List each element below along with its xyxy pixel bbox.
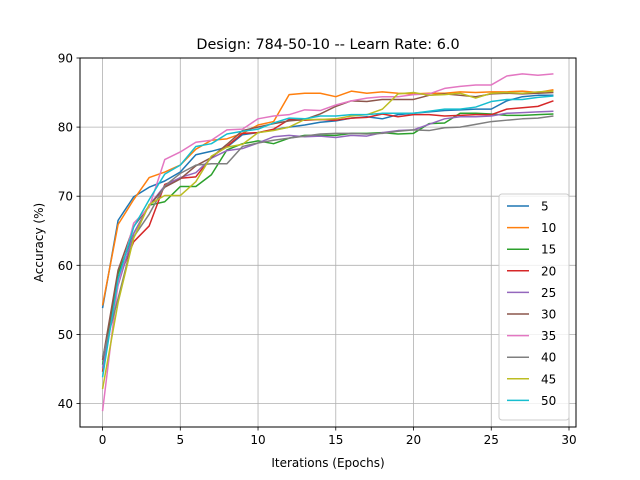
- series-line-40: [101, 115, 554, 358]
- y-axis-label: Accuracy (%): [32, 203, 46, 282]
- series-line-50: [101, 95, 554, 378]
- x-tick-label: 25: [484, 433, 499, 447]
- legend: 5 10 15 20 25 30 35 40 45 50: [498, 193, 570, 421]
- x-tick-label: 5: [176, 433, 184, 447]
- legend-box: [498, 193, 570, 421]
- y-tick-label: 80: [58, 121, 73, 135]
- legend-label-25: 25: [541, 286, 556, 300]
- y-tick-label: 90: [58, 52, 73, 66]
- series-line-5: [101, 94, 554, 309]
- y-tick-label: 60: [58, 259, 73, 273]
- x-tick-label: 15: [328, 433, 343, 447]
- legend-label-20: 20: [541, 264, 556, 278]
- x-tick-label: 10: [250, 433, 265, 447]
- legend-label-10: 10: [541, 221, 556, 235]
- legend-label-50: 50: [541, 394, 556, 408]
- x-axis-label: Iterations (Epochs): [271, 456, 384, 470]
- legend-label-15: 15: [541, 243, 556, 257]
- legend-label-30: 30: [541, 308, 556, 322]
- y-tick-label: 40: [58, 397, 73, 411]
- y-tick-label: 50: [58, 328, 73, 342]
- chart-title: Design: 784-50-10 -- Learn Rate: 6.0: [196, 37, 459, 53]
- x-tick-label: 30: [561, 433, 576, 447]
- plot-frame: [79, 57, 577, 428]
- series-line-25: [101, 110, 554, 369]
- legend-label-5: 5: [541, 200, 549, 214]
- axis-ticks: 0 5 10 15 20 25 30 40 50 60 70 80 90: [58, 52, 577, 448]
- series-line-35: [101, 73, 554, 412]
- legend-label-40: 40: [541, 351, 556, 365]
- series-lines: [101, 73, 554, 412]
- x-tick-label: 0: [99, 433, 107, 447]
- series-line-15: [101, 112, 554, 365]
- x-tick-label: 20: [406, 433, 421, 447]
- series-line-30: [101, 91, 554, 361]
- y-tick-label: 70: [58, 190, 73, 204]
- legend-label-45: 45: [541, 372, 556, 386]
- legend-label-35: 35: [541, 329, 556, 343]
- series-line-45: [101, 90, 554, 390]
